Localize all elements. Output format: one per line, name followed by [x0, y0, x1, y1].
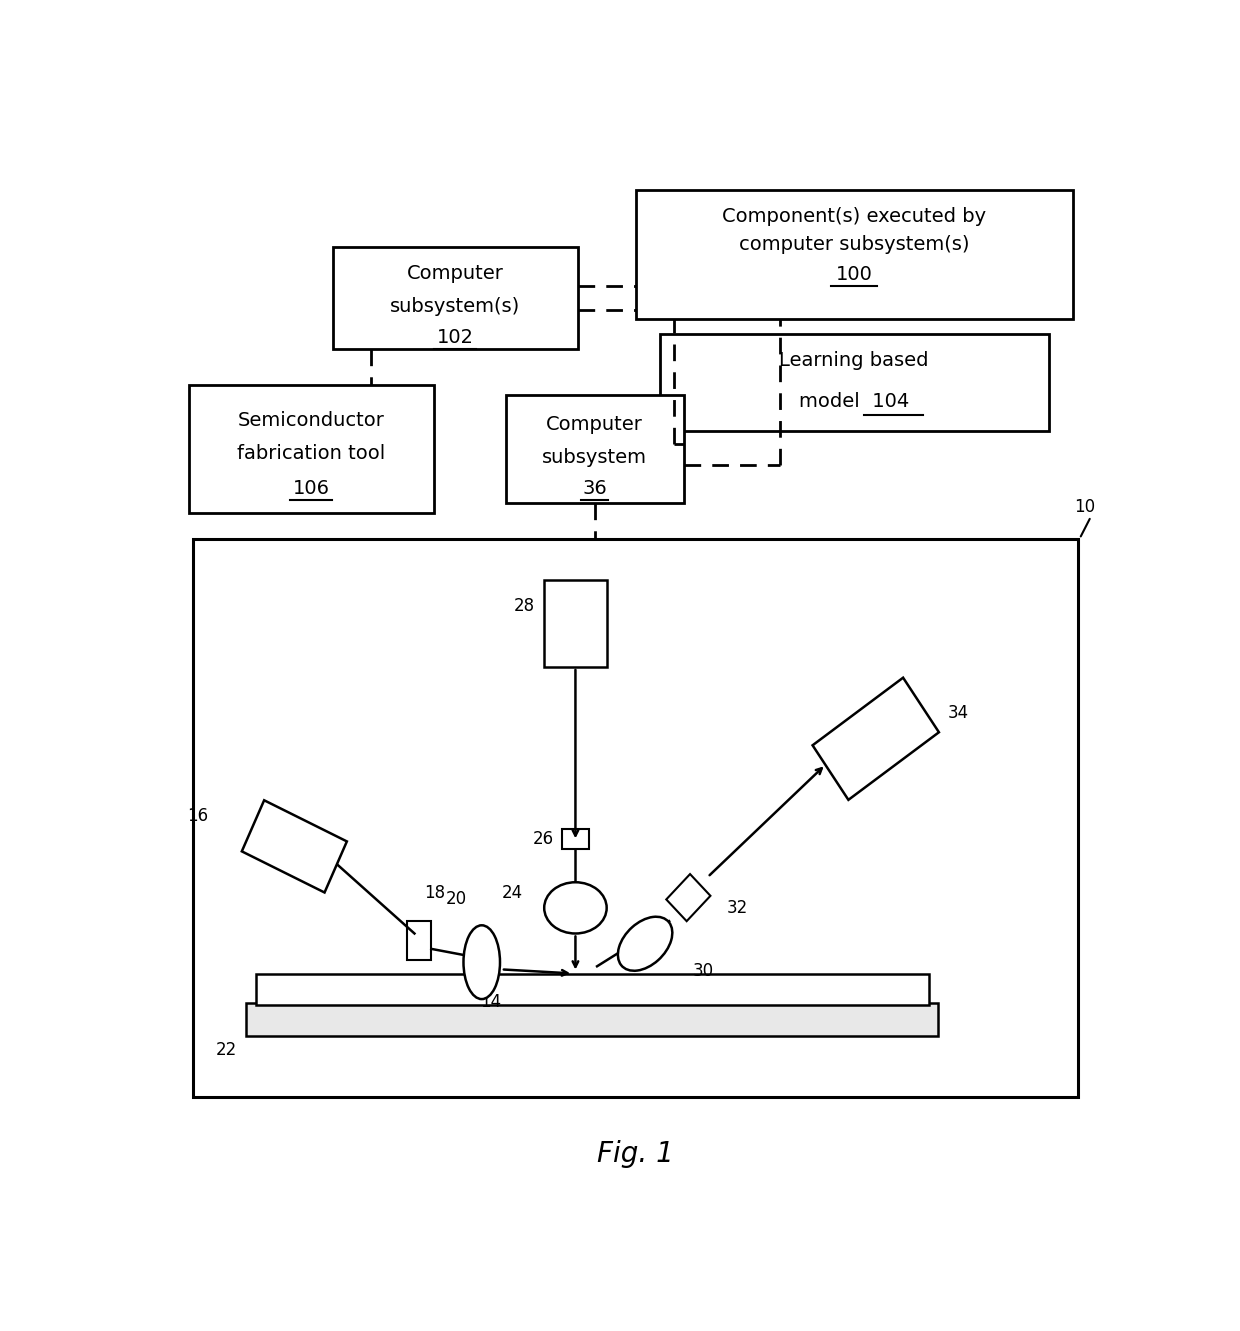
Ellipse shape: [464, 925, 500, 1000]
FancyBboxPatch shape: [407, 921, 432, 960]
Text: 20: 20: [446, 890, 467, 908]
Text: 16: 16: [187, 807, 208, 825]
Text: 18: 18: [424, 884, 445, 901]
Text: 26: 26: [533, 831, 554, 848]
Text: Fig. 1: Fig. 1: [598, 1139, 673, 1167]
FancyBboxPatch shape: [247, 1004, 939, 1036]
Text: 34: 34: [947, 704, 968, 723]
Text: 106: 106: [293, 479, 330, 498]
Text: Learning based: Learning based: [780, 350, 929, 370]
Text: 28: 28: [513, 598, 534, 615]
FancyBboxPatch shape: [562, 829, 589, 849]
Text: 10: 10: [1074, 498, 1095, 516]
FancyBboxPatch shape: [660, 334, 1049, 431]
FancyBboxPatch shape: [242, 800, 347, 893]
Text: 36: 36: [583, 479, 608, 498]
Text: Semiconductor: Semiconductor: [238, 411, 384, 430]
Text: Computer: Computer: [407, 264, 503, 284]
FancyBboxPatch shape: [635, 190, 1073, 318]
FancyBboxPatch shape: [188, 385, 434, 514]
FancyBboxPatch shape: [506, 395, 683, 503]
Ellipse shape: [618, 917, 672, 970]
Text: subsystem(s): subsystem(s): [391, 297, 521, 315]
Text: 22: 22: [216, 1041, 237, 1059]
Text: model  104: model 104: [799, 391, 909, 410]
Text: subsystem: subsystem: [542, 449, 647, 467]
Text: 14: 14: [480, 993, 501, 1012]
FancyBboxPatch shape: [812, 677, 939, 800]
FancyBboxPatch shape: [193, 539, 1078, 1098]
Text: Computer: Computer: [546, 415, 644, 434]
Text: 32: 32: [727, 898, 748, 917]
Text: 30: 30: [693, 962, 714, 980]
Text: Component(s) executed by: Component(s) executed by: [722, 206, 986, 225]
Text: 24: 24: [501, 884, 522, 901]
Text: computer subsystem(s): computer subsystem(s): [739, 236, 970, 254]
FancyBboxPatch shape: [666, 874, 711, 921]
FancyBboxPatch shape: [332, 246, 578, 349]
Ellipse shape: [544, 882, 606, 933]
FancyBboxPatch shape: [544, 580, 606, 667]
Text: fabrication tool: fabrication tool: [237, 443, 386, 463]
FancyBboxPatch shape: [255, 974, 929, 1005]
Text: 100: 100: [836, 265, 873, 284]
Text: 102: 102: [436, 327, 474, 346]
